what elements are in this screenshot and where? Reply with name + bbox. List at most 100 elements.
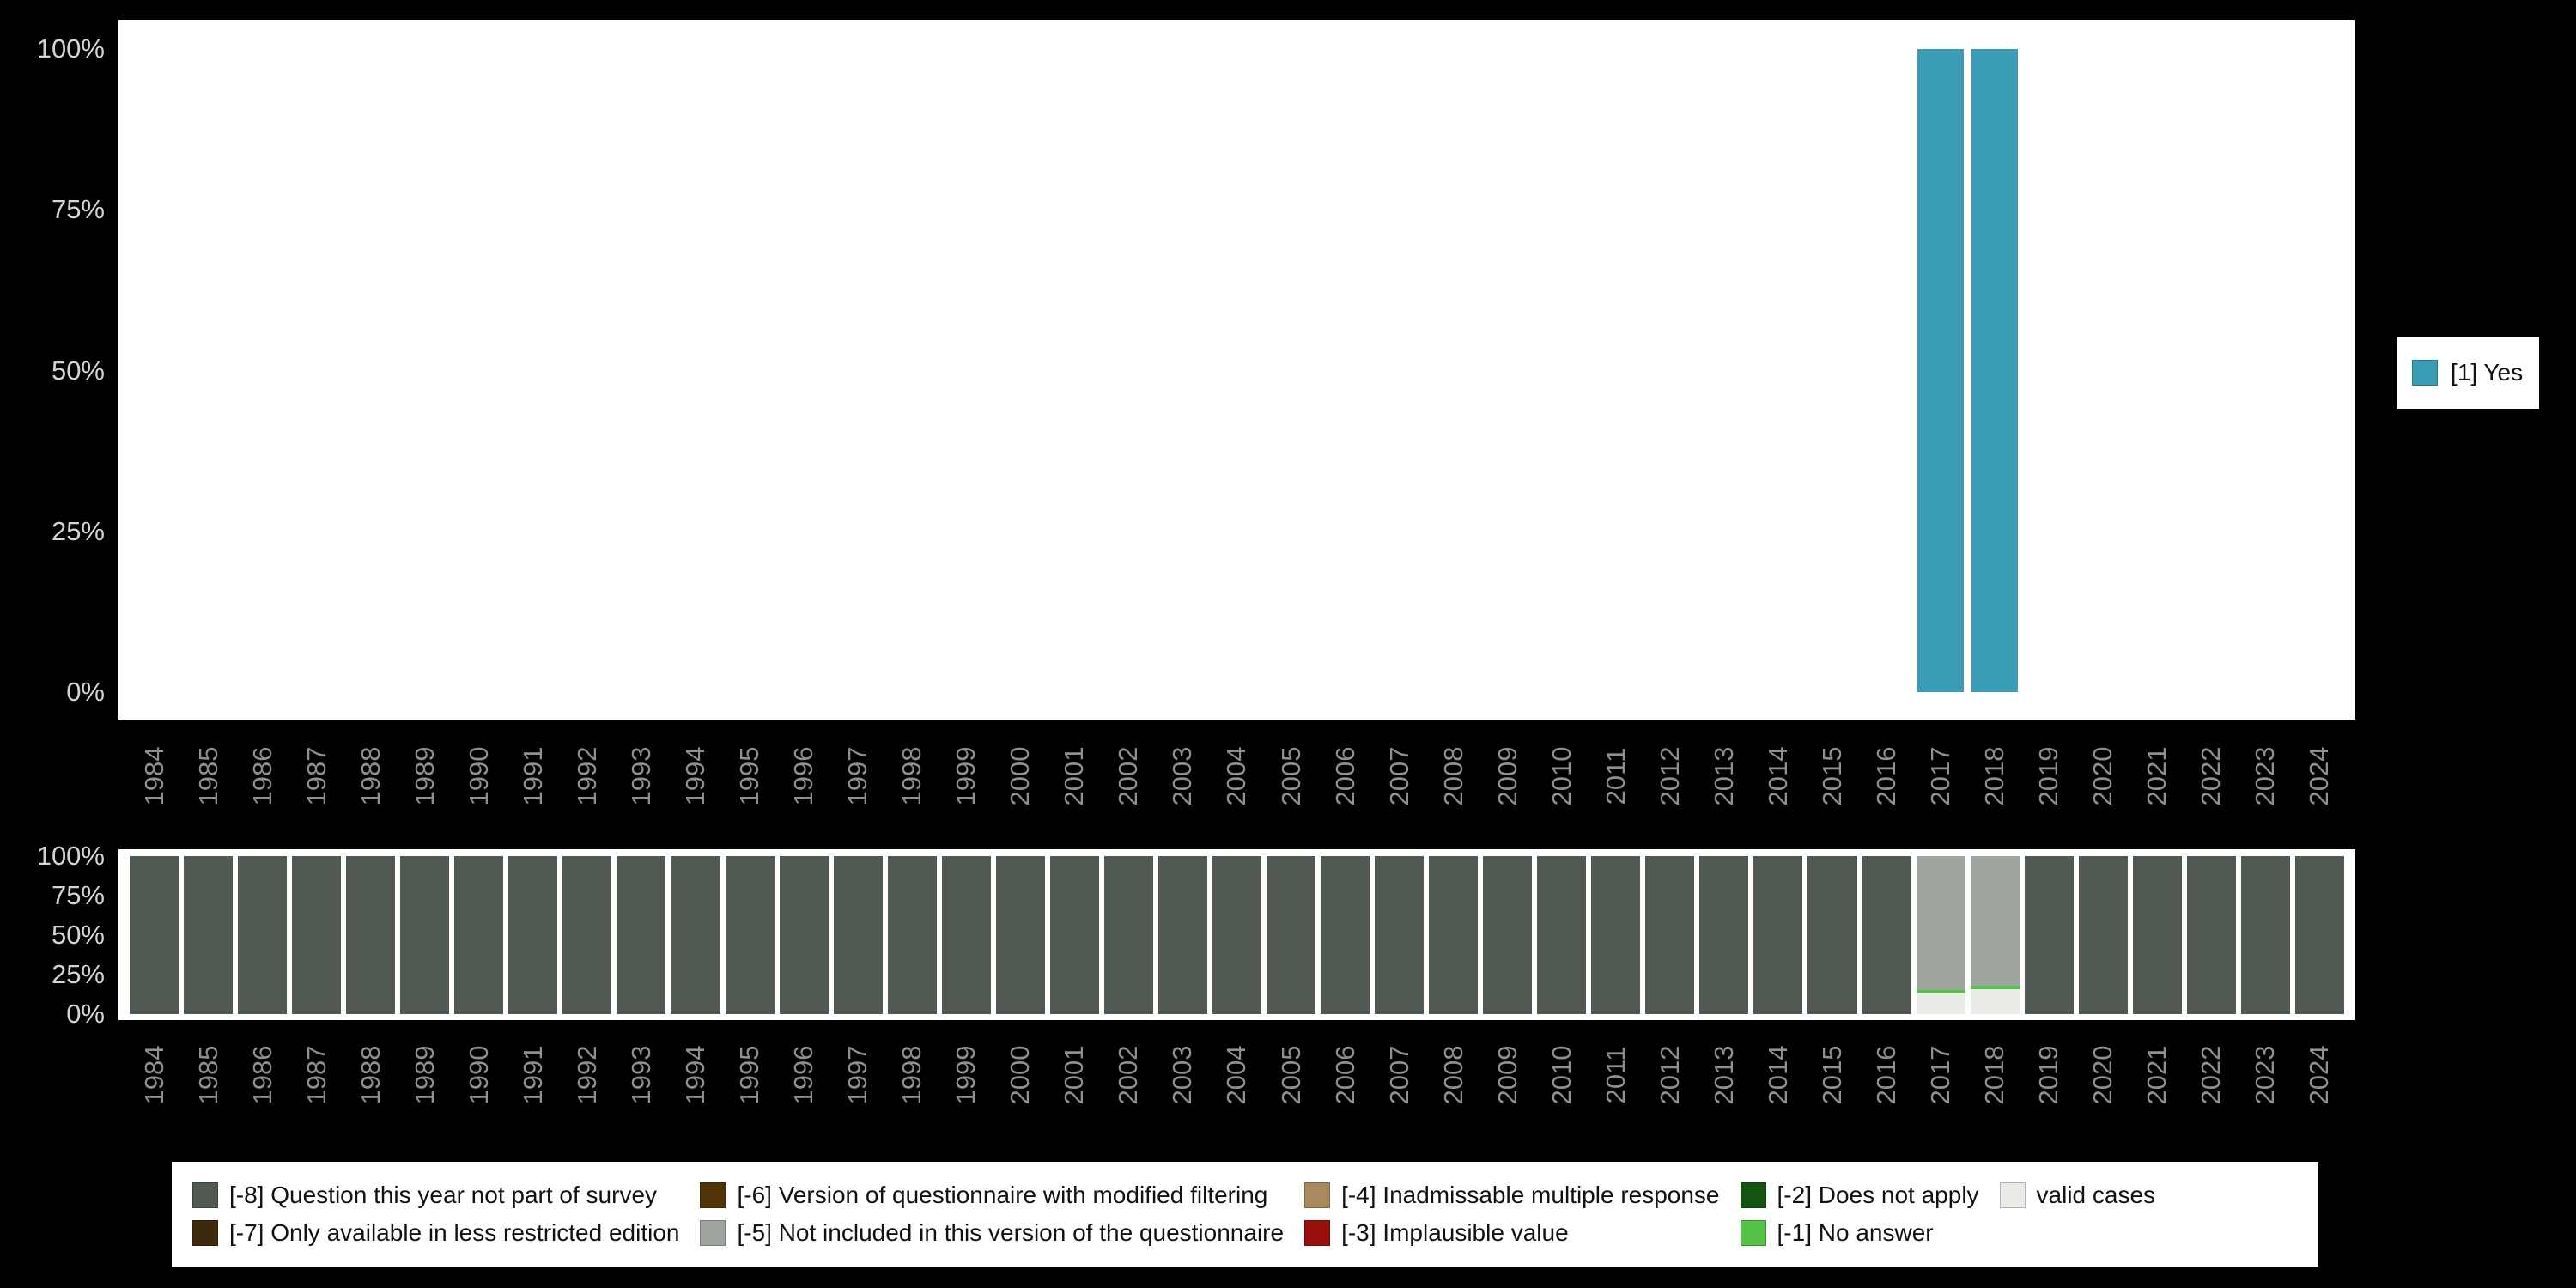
x-tick-cell: 2010: [1534, 728, 1589, 824]
x-tick-label: 2019: [2033, 747, 2064, 806]
x-tick-label: 1986: [247, 1046, 278, 1105]
x-tick-label: 2000: [1005, 1046, 1036, 1105]
x-tick-cell: 1992: [560, 1027, 614, 1123]
stack-1993: [617, 856, 665, 1014]
segment: [2295, 856, 2344, 1014]
x-tick-cell: 1986: [235, 1027, 289, 1123]
bar-slot-2006: [1318, 49, 1372, 692]
segment: [2133, 856, 2182, 1014]
x-tick-cell: 2000: [993, 728, 1048, 824]
segment: [1537, 856, 1586, 1014]
segment: [238, 856, 287, 1014]
missing-values-chart-x-axis: 1984198519861987198819891990199119921993…: [127, 1027, 2347, 1123]
stack-1998: [888, 856, 937, 1014]
stack-1994: [671, 856, 720, 1014]
x-tick-cell: 2007: [1372, 728, 1426, 824]
segment: [1267, 856, 1315, 1014]
stack-slot-2006: [1318, 856, 1372, 1014]
x-tick-label: 1985: [193, 1046, 224, 1105]
x-tick-label: 2001: [1059, 1046, 1090, 1105]
stack-slot-2017: [1914, 856, 1968, 1014]
stack-slot-1994: [668, 856, 722, 1014]
x-tick-label: 2018: [1979, 747, 2010, 806]
y-tick-label: 50%: [52, 920, 105, 951]
x-tick-cell: 2017: [1914, 1027, 1968, 1123]
bar-slot-1992: [560, 49, 614, 692]
x-tick-label: 1996: [788, 747, 819, 806]
x-tick-cell: 1998: [885, 728, 939, 824]
stack-slot-2015: [1805, 856, 1859, 1014]
stack-slot-1989: [398, 856, 452, 1014]
stack-2016: [1862, 856, 1911, 1014]
x-tick-cell: 1996: [777, 728, 831, 824]
legend-label: [-5] Not included in this version of the…: [737, 1219, 1284, 1247]
segment: [1483, 856, 1532, 1014]
x-tick-label: 1999: [951, 1046, 981, 1105]
stack-2014: [1753, 856, 1802, 1014]
y-tick-label: 100%: [37, 841, 105, 872]
x-tick-label: 1988: [355, 1046, 386, 1105]
y-tick-label: 25%: [52, 959, 105, 990]
legend-swatch-icon: [700, 1220, 726, 1246]
segment: [454, 856, 503, 1014]
x-tick-label: 1989: [410, 747, 440, 806]
stack-slot-2004: [1210, 856, 1264, 1014]
stack-2013: [1699, 856, 1748, 1014]
bar-slot-2012: [1643, 49, 1697, 692]
segment: [1645, 856, 1694, 1014]
x-tick-label: 2020: [2087, 747, 2118, 806]
segment: [292, 856, 341, 1014]
legend-label: [-7] Only available in less restricted e…: [229, 1219, 679, 1247]
bar-slot-2008: [1426, 49, 1480, 692]
x-tick-cell: 2005: [1264, 728, 1318, 824]
missing-values-chart-bars: [127, 856, 2347, 1014]
x-tick-label: 2007: [1384, 1046, 1415, 1105]
x-tick-label: 2017: [1925, 747, 1956, 806]
segment: [726, 856, 775, 1014]
stack-1987: [292, 856, 341, 1014]
x-tick-cell: 2020: [2076, 728, 2130, 824]
segment: [996, 856, 1045, 1014]
x-tick-label: 2024: [2304, 1046, 2335, 1105]
x-tick-cell: 2001: [1048, 1027, 1102, 1123]
stack-1990: [454, 856, 503, 1014]
x-tick-label: 2002: [1113, 1046, 1144, 1105]
bar-slot-2010: [1534, 49, 1589, 692]
y-tick-label: 0%: [66, 677, 105, 708]
x-tick-cell: 1984: [127, 1027, 181, 1123]
x-tick-cell: 1987: [289, 1027, 343, 1123]
x-tick-cell: 2003: [1156, 728, 1210, 824]
segment: [346, 856, 395, 1014]
bar-slot-2001: [1048, 49, 1102, 692]
x-tick-label: 1992: [572, 747, 603, 806]
bar-slot-2021: [2130, 49, 2184, 692]
segment: [2025, 856, 2074, 1014]
x-tick-label: 1997: [842, 1046, 873, 1105]
segment: [1429, 856, 1478, 1014]
stack-2019: [2025, 856, 2074, 1014]
segment: [671, 856, 720, 1014]
x-tick-label: 2021: [2142, 1046, 2172, 1105]
segment: [2187, 856, 2236, 1014]
x-tick-cell: 2019: [2022, 728, 2076, 824]
x-tick-cell: 1995: [723, 1027, 777, 1123]
x-tick-label: 2024: [2304, 747, 2335, 806]
stack-slot-2012: [1643, 856, 1697, 1014]
bar-slot-2009: [1480, 49, 1534, 692]
x-tick-cell: 2019: [2022, 1027, 2076, 1123]
stack-slot-1990: [452, 856, 506, 1014]
stack-2024: [2295, 856, 2344, 1014]
bar-2018: [1971, 49, 2018, 692]
stack-slot-2000: [993, 856, 1048, 1014]
x-tick-label: 2014: [1763, 747, 1794, 806]
main-chart-bars: [127, 49, 2347, 692]
x-tick-label: 1984: [139, 747, 170, 806]
legend-item: [-7] Only available in less restricted e…: [192, 1219, 679, 1247]
bar-2017: [1917, 49, 1964, 692]
x-tick-label: 2016: [1871, 1046, 1902, 1105]
stack-2010: [1537, 856, 1586, 1014]
stack-slot-2024: [2293, 856, 2347, 1014]
bar-slot-2014: [1751, 49, 1805, 692]
stack-2002: [1104, 856, 1153, 1014]
bar-slot-2020: [2076, 49, 2130, 692]
